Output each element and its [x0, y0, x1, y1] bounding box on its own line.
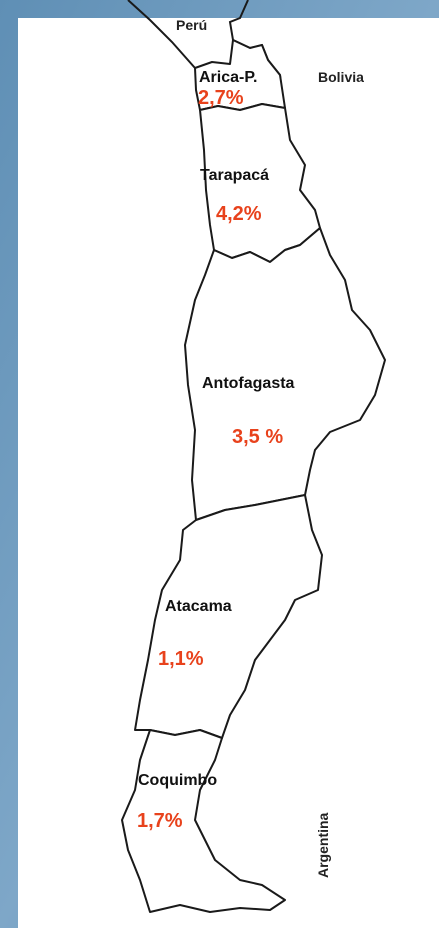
region-share: 2,7% — [198, 87, 244, 109]
country-label: Argentina — [315, 812, 331, 878]
region-atacama — [134, 494, 323, 739]
region-name: Arica-P. — [199, 69, 257, 86]
country-label: Bolivia — [318, 69, 364, 85]
region-name: Atacama — [165, 598, 232, 615]
region-share: 4,2% — [216, 203, 262, 225]
region-share: 1,1% — [158, 648, 204, 670]
region-name: Tarapacá — [200, 167, 269, 184]
region-coquimbo — [121, 729, 286, 913]
region-share: 1,7% — [137, 810, 183, 832]
border-peru — [127, 0, 196, 69]
region-name: Coquimbo — [138, 772, 217, 789]
country-label: Perú — [176, 17, 207, 33]
region-name: Antofagasta — [202, 375, 295, 392]
region-antofagasta — [184, 227, 386, 521]
region-share: 3,5 % — [232, 426, 283, 448]
